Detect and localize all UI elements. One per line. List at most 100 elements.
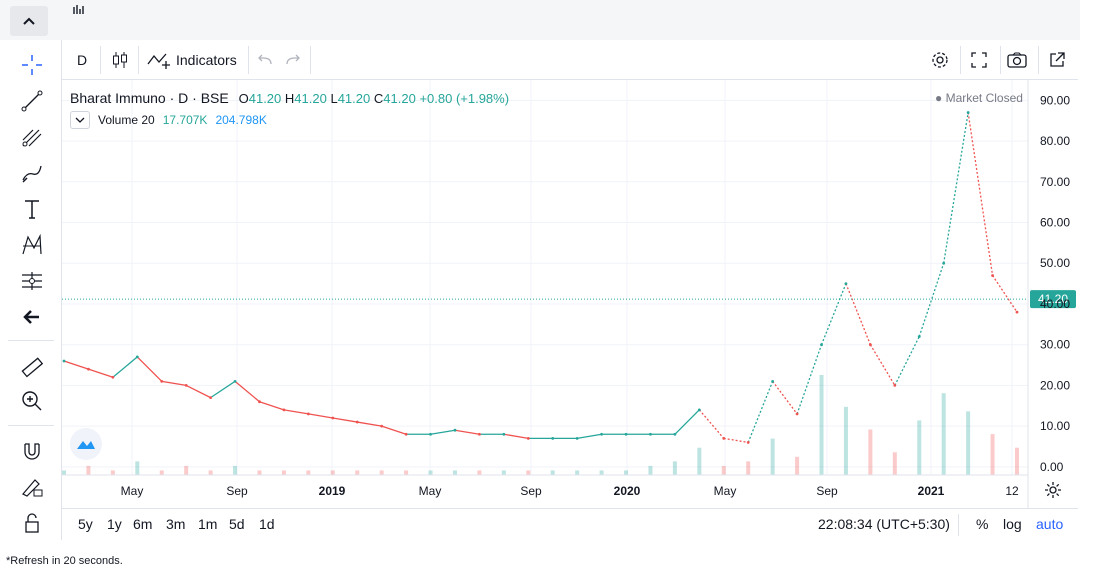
symbol-title[interactable]: Bharat Immuno · D · BSE bbox=[70, 90, 229, 106]
fullscreen-icon[interactable] bbox=[966, 45, 992, 75]
price-point bbox=[87, 367, 90, 371]
magnet-icon[interactable] bbox=[12, 436, 52, 466]
popout-icon[interactable] bbox=[1044, 45, 1070, 75]
price-segment bbox=[454, 429, 480, 435]
pitchfork-icon[interactable] bbox=[12, 122, 52, 152]
open-label: O bbox=[238, 91, 249, 106]
chevron-down-icon[interactable] bbox=[70, 111, 90, 129]
auto-toggle[interactable]: auto bbox=[1036, 516, 1064, 532]
price-tick-label: 90.00 bbox=[1040, 93, 1070, 107]
volume-bar bbox=[62, 470, 66, 475]
volume-bar bbox=[110, 470, 115, 475]
volume-bar bbox=[184, 465, 189, 475]
range-1m[interactable]: 1m bbox=[198, 516, 218, 532]
price-point bbox=[624, 432, 628, 436]
time-axis[interactable]: May Sep 2019 May Sep 2020 May Sep 2021 12 bbox=[62, 474, 1028, 498]
toolbar-divider bbox=[960, 46, 961, 74]
price-segment bbox=[894, 336, 920, 386]
market-status: ● Market Closed bbox=[935, 91, 1023, 105]
lock-draw-icon[interactable] bbox=[12, 472, 52, 502]
price-point bbox=[844, 282, 848, 286]
price-segment bbox=[430, 429, 456, 435]
price-point bbox=[404, 432, 408, 436]
indicators-label: Indicators bbox=[176, 52, 237, 68]
volume-bar bbox=[843, 406, 848, 475]
price-segment bbox=[674, 409, 700, 435]
price-point bbox=[722, 436, 726, 440]
brush-icon[interactable] bbox=[12, 158, 52, 188]
camera-icon[interactable] bbox=[1004, 45, 1030, 75]
range-1y[interactable]: 1y bbox=[107, 516, 122, 532]
price-segment bbox=[136, 356, 163, 382]
price-point bbox=[502, 432, 506, 436]
volume-bar bbox=[599, 470, 604, 475]
clock[interactable]: 22:08:34 (UTC+5:30) bbox=[818, 516, 950, 532]
toolbar-divider bbox=[958, 514, 959, 536]
volume-bar bbox=[648, 465, 653, 475]
range-3m[interactable]: 3m bbox=[166, 516, 186, 532]
toolbar-divider bbox=[1000, 46, 1001, 74]
collapse-button[interactable] bbox=[10, 6, 48, 36]
tradingview-logo[interactable] bbox=[70, 428, 102, 460]
ruler-icon[interactable] bbox=[12, 352, 52, 382]
range-5y[interactable]: 5y bbox=[78, 516, 93, 532]
price-segment bbox=[185, 384, 211, 399]
price-point bbox=[453, 428, 457, 432]
indicators-icon bbox=[147, 53, 170, 69]
volume-bar bbox=[330, 470, 335, 475]
volume-bar bbox=[770, 438, 775, 475]
price-segment bbox=[259, 401, 285, 411]
candles-icon[interactable] bbox=[108, 45, 132, 75]
crosshair-icon[interactable] bbox=[12, 50, 52, 80]
volume-bar bbox=[795, 456, 800, 475]
range-1d[interactable]: 1d bbox=[259, 516, 275, 532]
price-segment bbox=[845, 283, 871, 345]
trend-line-icon[interactable] bbox=[12, 86, 52, 116]
price-segment bbox=[88, 368, 114, 378]
text-icon[interactable] bbox=[12, 194, 52, 224]
percent-toggle[interactable]: % bbox=[976, 516, 989, 532]
price-segment bbox=[161, 380, 187, 387]
price-point bbox=[820, 343, 823, 347]
last-price-line: 41.20 bbox=[62, 290, 1076, 309]
back-arrow-icon[interactable] bbox=[12, 302, 52, 332]
range-6m[interactable]: 6m bbox=[133, 516, 153, 532]
price-segment bbox=[63, 360, 89, 370]
price-point bbox=[673, 432, 677, 436]
time-tick-label: Sep bbox=[226, 484, 248, 498]
interval-button[interactable]: D bbox=[76, 52, 88, 68]
price-segment bbox=[796, 344, 823, 415]
price-segment bbox=[577, 433, 602, 439]
close-value: 41.20 bbox=[383, 91, 416, 106]
low-label: L bbox=[330, 91, 338, 106]
volume-bar bbox=[477, 470, 482, 475]
price-segment bbox=[381, 425, 407, 435]
price-point bbox=[306, 412, 310, 416]
price-point bbox=[233, 379, 237, 383]
price-segment bbox=[869, 344, 896, 386]
price-point bbox=[331, 416, 335, 420]
zoom-in-icon[interactable] bbox=[12, 386, 52, 416]
last-price-badge bbox=[1030, 290, 1076, 309]
price-axis[interactable]: 0.00 10.00 20.00 30.00 40.00 50.00 60.00 70.00 8… bbox=[1027, 80, 1070, 510]
measure-icon[interactable] bbox=[12, 266, 52, 296]
price-point bbox=[478, 432, 481, 436]
redo-icon[interactable] bbox=[282, 45, 304, 75]
price-point bbox=[600, 432, 603, 436]
settings-gear-icon[interactable] bbox=[928, 45, 952, 75]
range-5d[interactable]: 5d bbox=[229, 516, 245, 532]
bar-chart-icon[interactable] bbox=[72, 3, 86, 18]
lock-icon[interactable] bbox=[12, 508, 52, 538]
pattern-icon[interactable] bbox=[12, 230, 52, 260]
log-toggle[interactable]: log bbox=[1003, 516, 1022, 532]
undo-icon[interactable] bbox=[254, 45, 276, 75]
price-segment bbox=[210, 380, 236, 399]
axis-settings-icon[interactable] bbox=[1040, 479, 1066, 501]
price-chart[interactable]: 41.20 0.00 10.00 20.00 30.00 40.00 50.00 60.00… bbox=[62, 80, 1078, 510]
indicators-button[interactable]: Indicators bbox=[146, 45, 242, 75]
price-point bbox=[942, 261, 946, 265]
volume-bar bbox=[233, 465, 238, 475]
toolbar-divider bbox=[310, 46, 311, 74]
price-point bbox=[575, 436, 579, 440]
price-point bbox=[135, 355, 139, 359]
